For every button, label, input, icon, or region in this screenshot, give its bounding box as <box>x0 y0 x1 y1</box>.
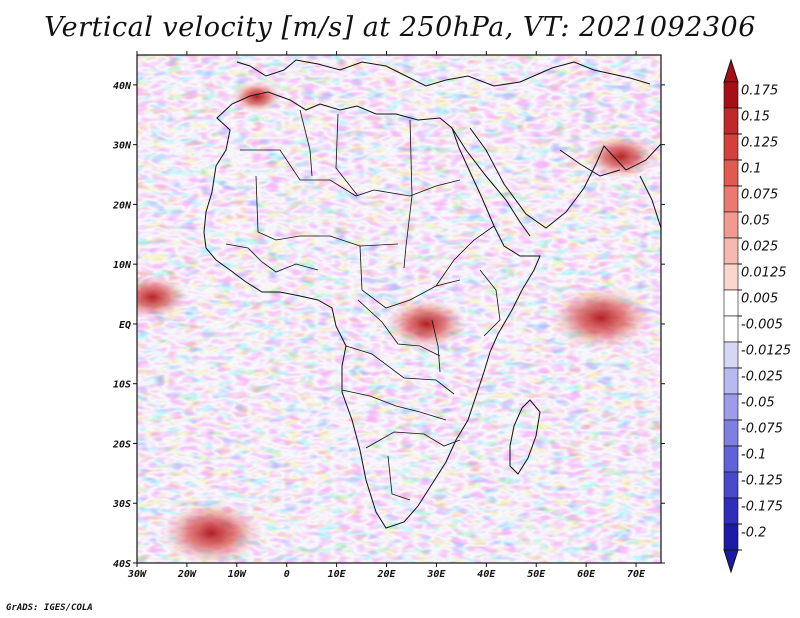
x-tick-label: 70E <box>627 569 646 580</box>
arabia-coastline <box>469 127 661 229</box>
y-tick-label: 20S <box>112 439 131 450</box>
x-tick-label: 20E <box>376 569 396 580</box>
y-tick-label: 30S <box>112 499 131 510</box>
colorbar: 0.175 0.15 0.125 0.1 0.075 0.05 0.025 0.0125 0.0… <box>723 58 791 574</box>
credit-text: GrADS: IGES/COLA <box>6 603 93 613</box>
y-axis: 40N 30N 20N 10N EQ 10S 20S 30S 40S <box>112 81 665 570</box>
colorbar-label: -0.005 <box>741 318 783 333</box>
colorbar-swatch <box>723 289 739 317</box>
colorbar-swatch <box>723 237 739 265</box>
colorbar-swatch <box>723 471 739 499</box>
colorbar-swatch <box>723 315 739 343</box>
y-tick-label: 40N <box>113 81 132 92</box>
ascent-hotspot <box>230 80 283 113</box>
red-sea-coastline <box>451 127 531 237</box>
colorbar-label: -0.2 <box>741 526 766 541</box>
ascent-hotspot <box>549 285 654 350</box>
persian-gulf-coastline <box>559 149 621 177</box>
y-tick-label: 40S <box>113 559 131 570</box>
plot-frame <box>136 54 662 564</box>
colorbar-swatch <box>723 367 739 395</box>
colorbar-swatch <box>723 211 739 239</box>
colorbar-swatch <box>723 419 739 447</box>
colorbar-label: -0.075 <box>741 422 783 437</box>
x-tick-label: 30W <box>127 569 147 580</box>
colorbar-label: -0.1 <box>741 448 766 463</box>
x-axis: 30W 20W 10W 0 10E 20E 30E 40E 50E 60E 70E <box>127 51 646 580</box>
x-tick-label: 20W <box>177 569 197 580</box>
ascent-hotspot <box>384 298 469 350</box>
colorbar-swatch <box>723 263 739 291</box>
colorbar-label: -0.05 <box>741 396 775 411</box>
colorbar-swatch <box>723 445 739 473</box>
x-tick-label: 60E <box>577 569 596 580</box>
colorbar-label: 0.005 <box>741 292 778 307</box>
colorbar-swatch <box>723 107 739 135</box>
ascent-hotspot <box>584 134 658 180</box>
velocity-field <box>137 55 661 563</box>
x-tick-label: 0 <box>284 569 290 580</box>
colorbar-label: 0.175 <box>741 84 778 99</box>
y-tick-label: 20N <box>112 200 132 211</box>
colorbar-swatch <box>723 159 739 187</box>
x-tick-label: 50E <box>527 569 546 580</box>
hotspot-layer <box>137 80 658 563</box>
colorbar-label: -0.175 <box>741 500 783 515</box>
india-coastline <box>639 175 661 229</box>
madagascar-coastline <box>509 399 541 475</box>
ascent-hotspot <box>137 274 189 320</box>
europe-coastline <box>236 59 651 87</box>
colorbar-label: 0.025 <box>741 240 778 255</box>
colorbar-label: 0.0125 <box>741 266 787 281</box>
y-tick-label: 10N <box>113 260 132 271</box>
x-tick-label: 10E <box>328 569 347 580</box>
colorbar-swatch <box>723 185 739 213</box>
map-title: Vertical velocity [m/s] at 250hPa, VT: 2… <box>44 12 756 43</box>
colorbar-swatch <box>723 133 739 161</box>
colorbar-swatch <box>723 497 739 525</box>
country-borders <box>225 109 501 501</box>
colorbar-label: -0.025 <box>741 370 783 385</box>
colorbar-label: 0.15 <box>741 110 770 125</box>
colorbar-swatch <box>723 523 739 551</box>
x-tick-label: 30E <box>426 569 446 580</box>
colorbar-label: 0.05 <box>741 214 770 229</box>
colorbar-swatch <box>723 393 739 421</box>
colorbar-top-arrow <box>723 58 739 83</box>
africa-coastline <box>203 91 541 529</box>
colorbar-label: 0.075 <box>741 188 778 203</box>
colorbar-bottom-arrow <box>723 549 739 574</box>
y-tick-label: EQ <box>119 320 131 331</box>
coastlines <box>203 59 661 529</box>
y-tick-label: 30N <box>112 141 132 152</box>
colorbar-label: 0.1 <box>741 162 762 177</box>
colorbar-swatch <box>723 81 739 109</box>
y-tick-label: 10S <box>113 380 131 391</box>
colorbar-label: 0.125 <box>741 136 778 151</box>
x-tick-label: 10W <box>228 569 247 580</box>
ascent-hotspot <box>159 501 264 563</box>
colorbar-label: -0.125 <box>741 474 783 489</box>
colorbar-label: -0.0125 <box>741 344 791 359</box>
colorbar-swatch <box>723 341 739 369</box>
x-tick-label: 40E <box>477 569 496 580</box>
